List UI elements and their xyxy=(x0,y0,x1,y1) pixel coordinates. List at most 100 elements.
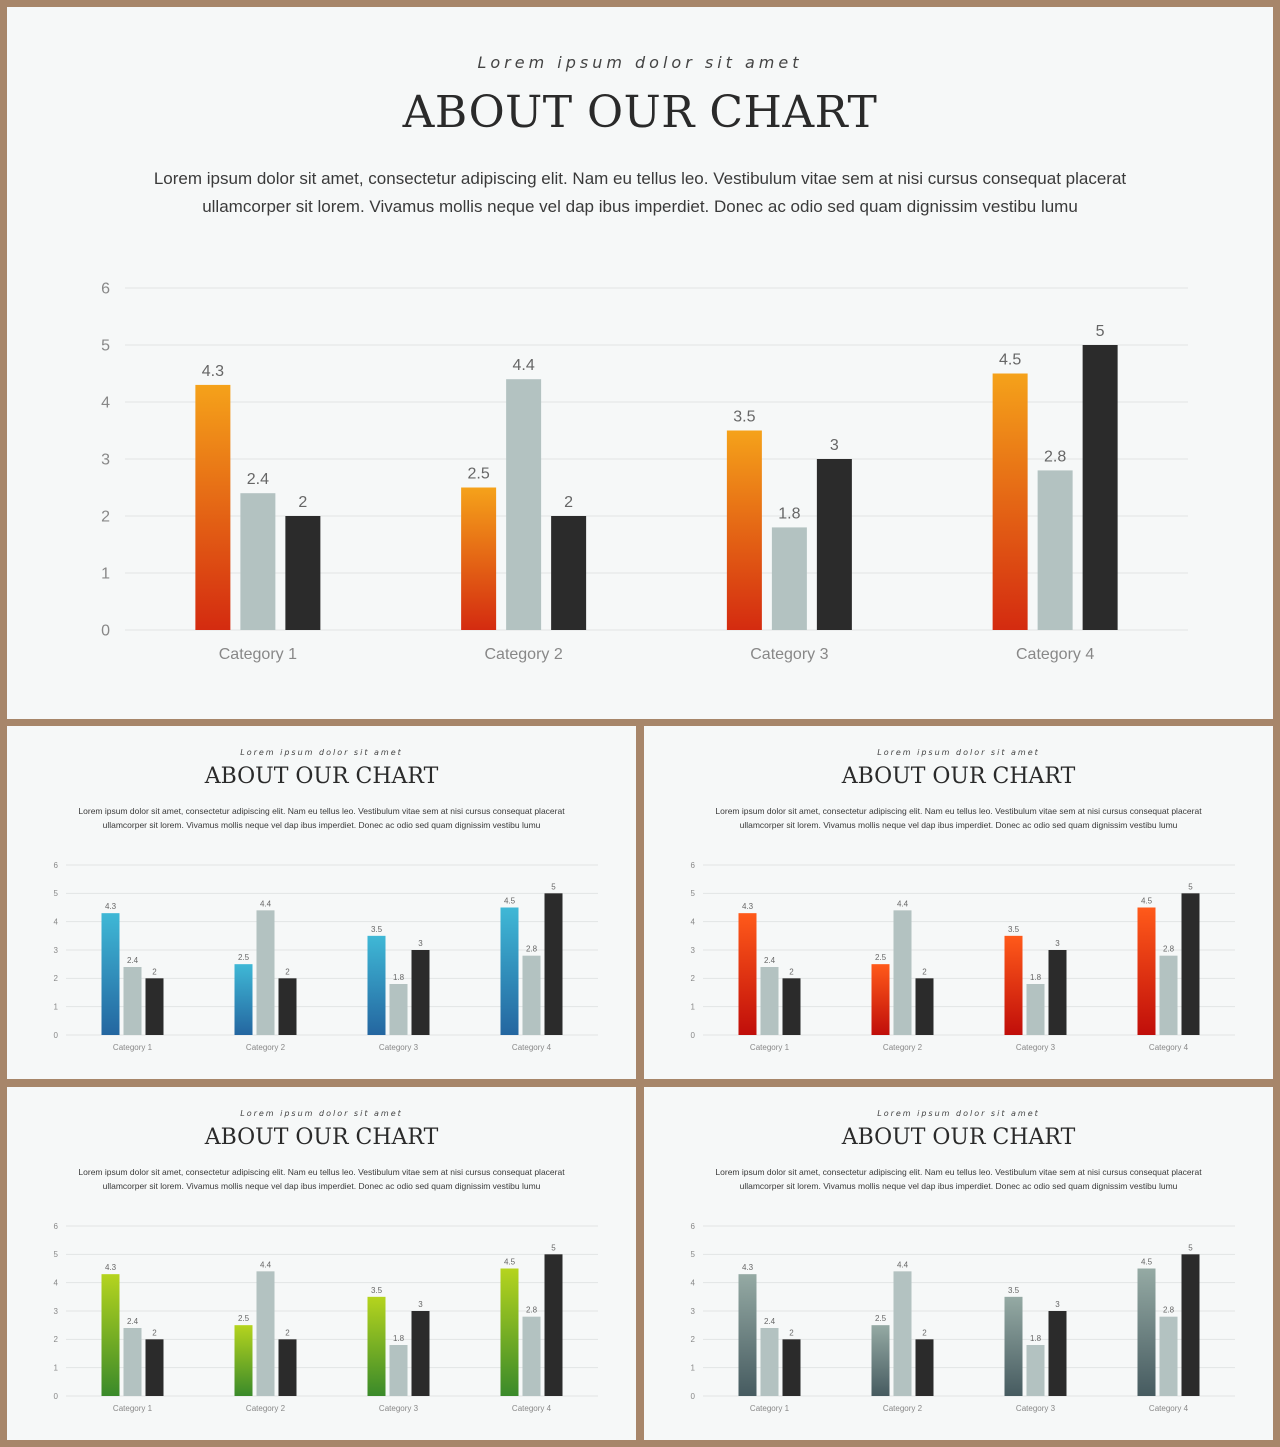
bar-series3-cat4 xyxy=(1181,893,1200,1035)
body-line-1: Lorem ipsum dolor sit amet, consectetur … xyxy=(153,169,1127,188)
x-category-label: Category 4 xyxy=(1149,1043,1189,1052)
bar-series3-cat3 xyxy=(1048,950,1067,1035)
bar-series2-cat3 xyxy=(389,984,408,1035)
bar-chart: 0 1 2 3 4 5 6 4.3 2.4 2 Category 1 2.5 4.4 2 Category … xyxy=(54,1222,598,1413)
bar-series3-cat3 xyxy=(816,459,852,630)
y-tick-label: 0 xyxy=(54,1392,59,1401)
slide-title: ABOUT OUR CHART xyxy=(841,764,1076,789)
y-tick-label: 5 xyxy=(101,338,110,355)
bar-series1-cat3 xyxy=(1004,935,1023,1035)
y-tick-label: 6 xyxy=(54,861,59,870)
bar-series2-cat3 xyxy=(389,1345,408,1396)
bar-series3-cat2 xyxy=(278,1339,297,1396)
y-tick-label: 6 xyxy=(54,1222,59,1231)
data-label: 4.4 xyxy=(513,357,535,374)
y-tick-label: 2 xyxy=(101,509,110,526)
slide-main: Lorem ipsum dolor sit amet ABOUT OUR CHA… xyxy=(7,7,1273,719)
bar-series2-cat2 xyxy=(256,1271,275,1396)
bar-chart: 0 1 2 3 4 5 6 4.3 2.4 2 Category 1 2.5 4.4 2 Category … xyxy=(101,281,1188,663)
y-tick-label: 4 xyxy=(691,917,696,926)
data-label: 2 xyxy=(152,1328,157,1337)
bar-series1-cat2 xyxy=(234,1325,253,1396)
y-tick-label: 1 xyxy=(101,566,110,583)
data-label: 5 xyxy=(551,882,556,891)
data-label: 3.5 xyxy=(371,925,383,934)
y-tick-label: 1 xyxy=(691,1002,696,1011)
body-line-2: ullamcorper sit lorem. Vivamus mollis ne… xyxy=(102,820,541,830)
bar-series3-cat3 xyxy=(1048,1311,1067,1396)
slide-kicker: Lorem ipsum dolor sit amet xyxy=(877,748,1040,757)
bar-series3-cat1 xyxy=(285,516,321,630)
data-label: 2 xyxy=(298,494,307,511)
y-tick-label: 1 xyxy=(54,1002,59,1011)
y-tick-label: 4 xyxy=(691,1278,696,1287)
bar-series1-cat3 xyxy=(726,430,762,630)
slide-kicker: Lorem ipsum dolor sit amet xyxy=(477,53,803,72)
bar-series1-cat4 xyxy=(1137,907,1156,1035)
slide-title: ABOUT OUR CHART xyxy=(204,1125,439,1150)
bar-series3-cat2 xyxy=(915,1339,934,1396)
data-label: 4.5 xyxy=(1141,1258,1153,1267)
slide-blue: Lorem ipsum dolor sit amet ABOUT OUR CHA… xyxy=(7,726,636,1079)
y-tick-label: 2 xyxy=(691,974,696,983)
y-tick-label: 0 xyxy=(691,1392,696,1401)
data-label: 1.8 xyxy=(393,973,405,982)
bar-series2-cat3 xyxy=(1026,1345,1045,1396)
bar-series1-cat4 xyxy=(1137,1268,1156,1396)
data-label: 4.4 xyxy=(897,899,909,908)
bar-series2-cat1 xyxy=(760,1328,779,1396)
bar-series2-cat3 xyxy=(1026,984,1045,1035)
data-label: 2.8 xyxy=(1163,1306,1175,1315)
data-label: 2.8 xyxy=(1163,945,1175,954)
x-category-label: Category 3 xyxy=(379,1043,419,1052)
bar-series2-cat2 xyxy=(506,379,542,630)
data-label: 4.5 xyxy=(504,897,516,906)
data-label: 2.5 xyxy=(238,953,250,962)
data-label: 1.8 xyxy=(778,505,800,522)
data-label: 2.5 xyxy=(238,1314,250,1323)
bar-series2-cat1 xyxy=(760,967,779,1035)
data-label: 5 xyxy=(551,1243,556,1252)
data-label: 2 xyxy=(922,1328,927,1337)
y-tick-label: 5 xyxy=(54,889,59,898)
bar-series1-cat2 xyxy=(871,964,890,1035)
data-label: 2.5 xyxy=(875,1314,887,1323)
slide-kicker: Lorem ipsum dolor sit amet xyxy=(240,1109,403,1118)
slide-body: Lorem ipsum dolor sit amet, consectetur … xyxy=(714,804,1203,832)
x-category-label: Category 4 xyxy=(1016,646,1094,663)
bar-series2-cat4 xyxy=(522,955,541,1035)
data-label: 2.8 xyxy=(526,945,538,954)
data-label: 3 xyxy=(418,939,423,948)
y-tick-label: 2 xyxy=(691,1335,696,1344)
x-category-label: Category 2 xyxy=(883,1404,923,1413)
bar-series2-cat4 xyxy=(1037,470,1073,630)
body-line-1: Lorem ipsum dolor sit amet, consectetur … xyxy=(78,1167,565,1177)
data-label: 2 xyxy=(922,967,927,976)
bar-series1-cat4 xyxy=(500,1268,519,1396)
slide-title: ABOUT OUR CHART xyxy=(402,87,878,138)
data-label: 4.3 xyxy=(742,1263,754,1272)
y-tick-label: 1 xyxy=(691,1363,696,1372)
x-category-label: Category 4 xyxy=(512,1404,552,1413)
bar-series1-cat1 xyxy=(738,1274,757,1396)
bar-series3-cat4 xyxy=(1082,345,1118,630)
body-line-2: ullamcorper sit lorem. Vivamus mollis ne… xyxy=(102,1181,541,1191)
bar-series1-cat2 xyxy=(461,487,497,630)
x-category-label: Category 4 xyxy=(1149,1404,1189,1413)
slide-body: Lorem ipsum dolor sit amet, consectetur … xyxy=(147,165,1133,221)
bar-series3-cat3 xyxy=(411,950,430,1035)
data-label: 2.5 xyxy=(468,466,490,483)
y-tick-label: 4 xyxy=(54,917,59,926)
data-label: 3.5 xyxy=(1008,925,1020,934)
x-category-label: Category 1 xyxy=(219,646,297,663)
x-category-label: Category 1 xyxy=(113,1043,153,1052)
bar-series2-cat2 xyxy=(893,910,912,1035)
y-tick-label: 3 xyxy=(691,946,696,955)
data-label: 5 xyxy=(1096,323,1105,340)
bar-series2-cat3 xyxy=(771,527,807,630)
y-tick-label: 3 xyxy=(54,946,59,955)
data-label: 3.5 xyxy=(1008,1286,1020,1295)
slide-body: Lorem ipsum dolor sit amet, consectetur … xyxy=(77,1165,566,1193)
x-category-label: Category 1 xyxy=(750,1404,790,1413)
x-category-label: Category 4 xyxy=(512,1043,552,1052)
